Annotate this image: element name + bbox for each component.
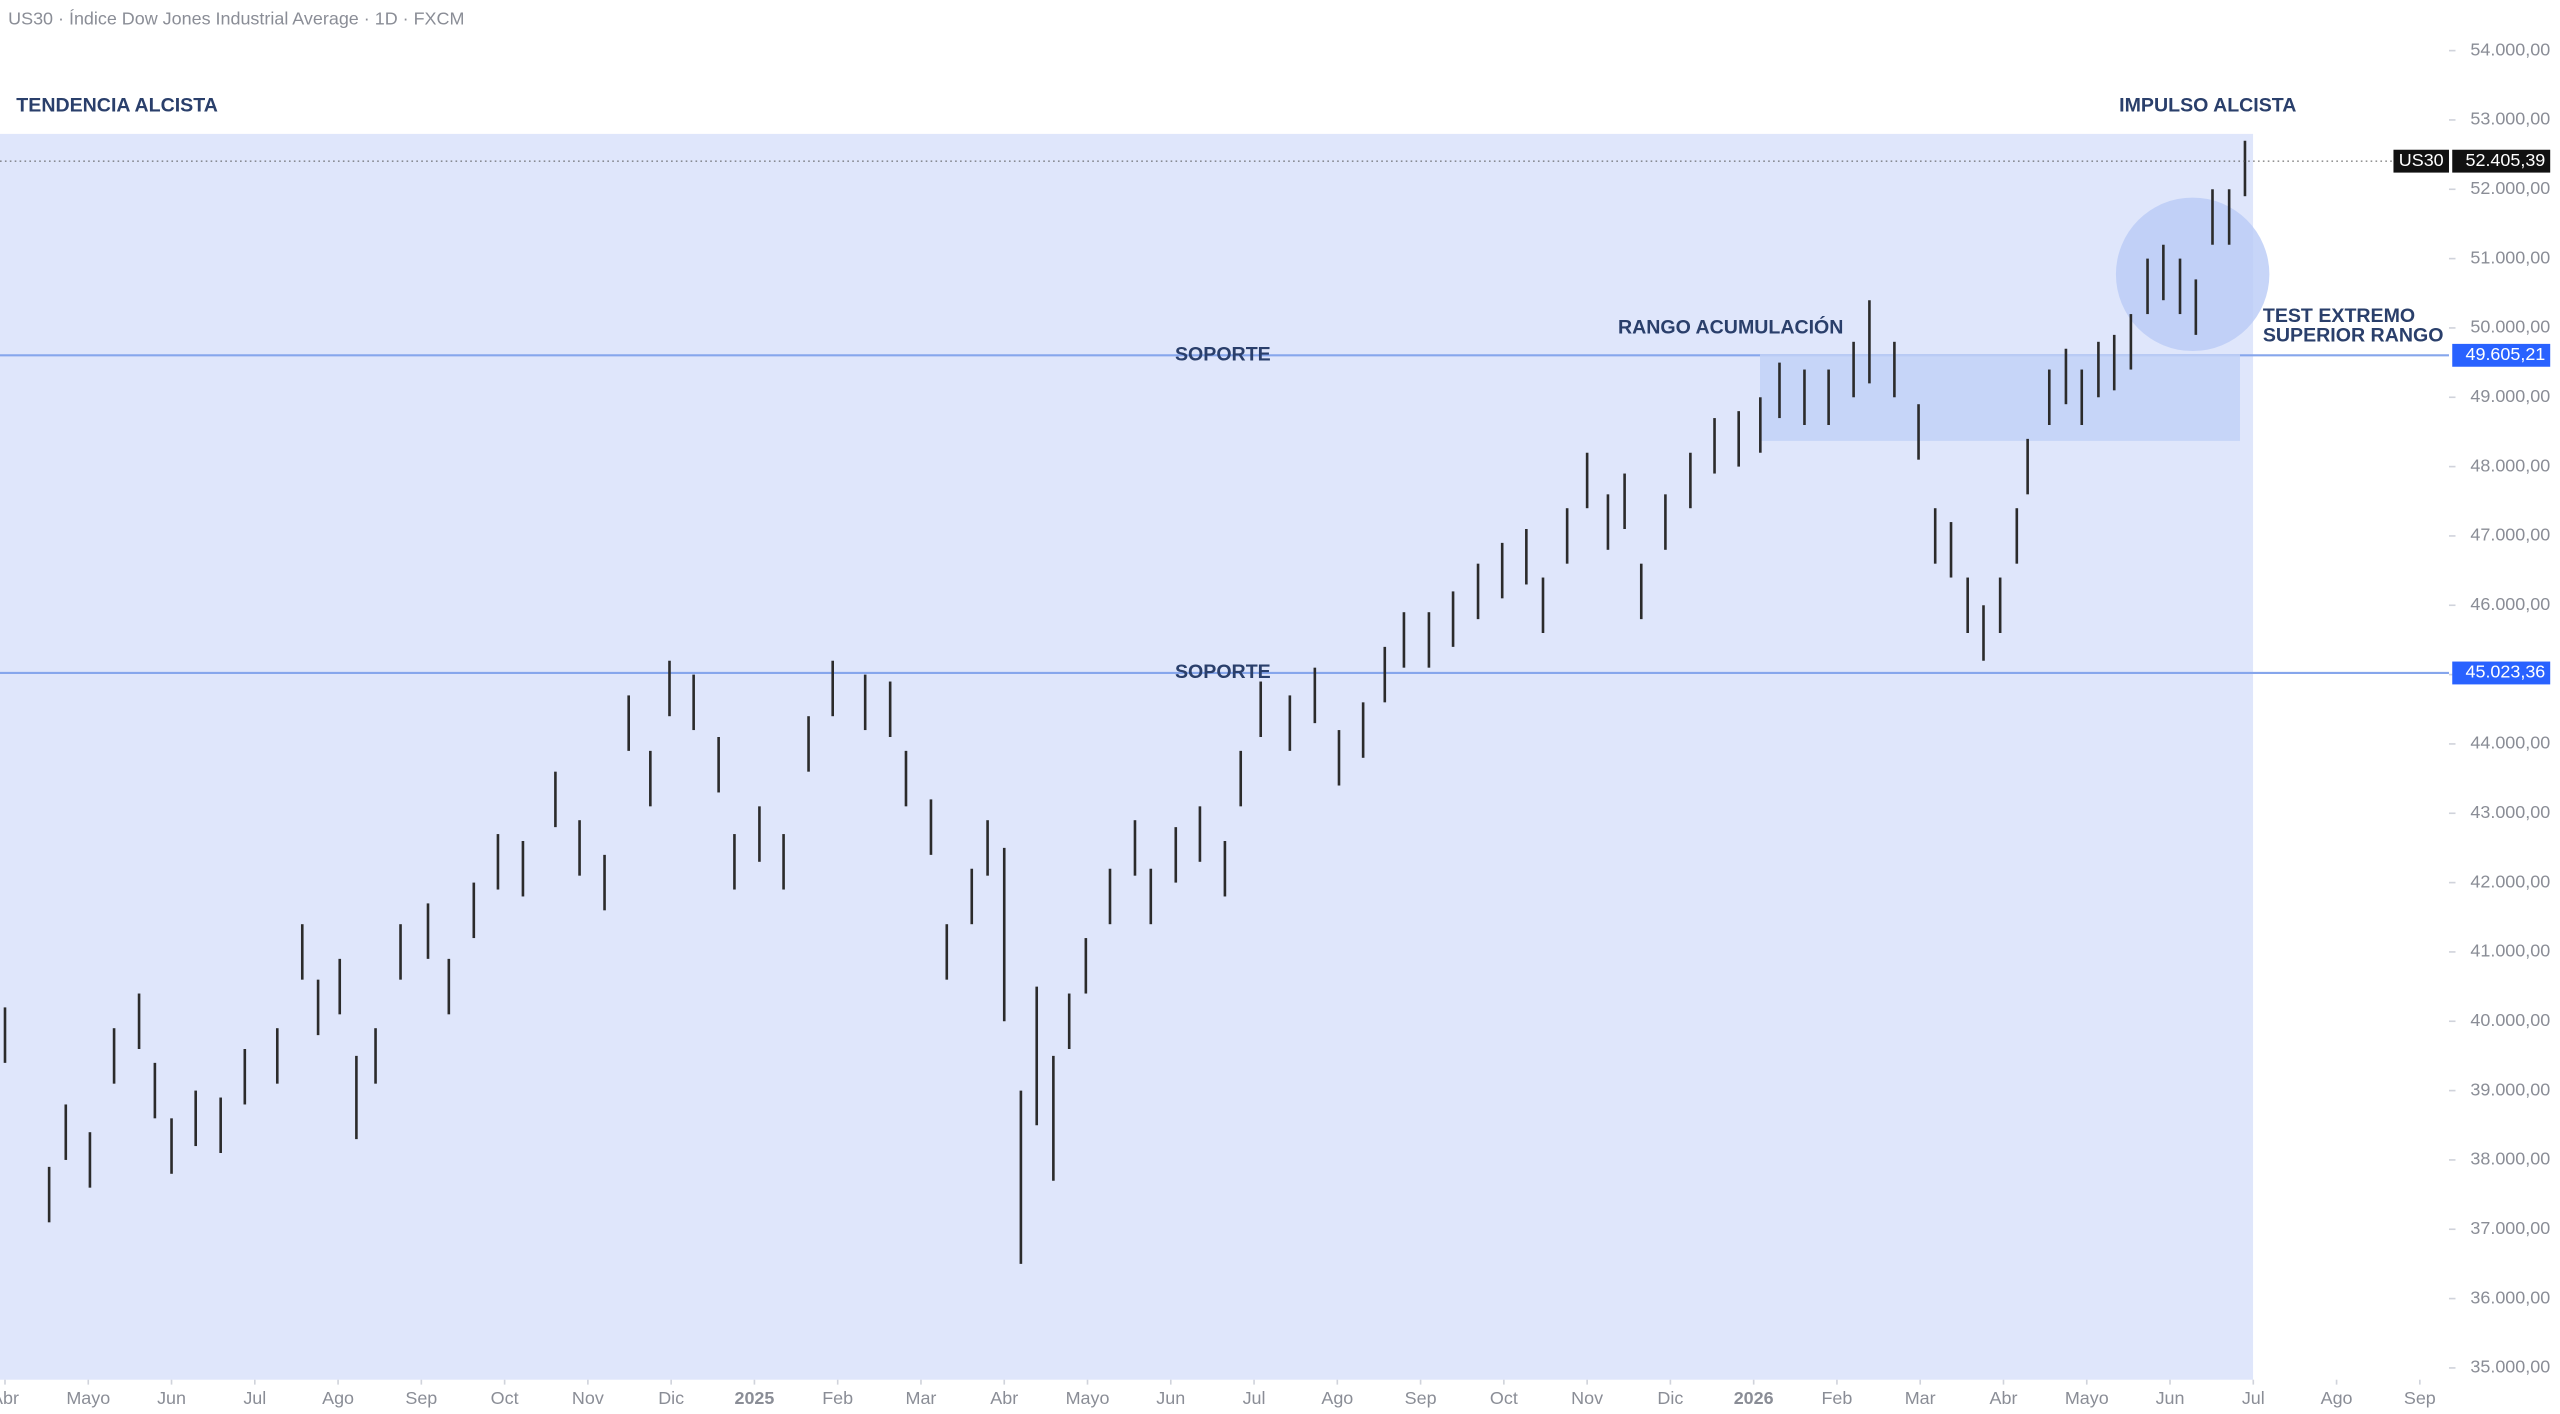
x-tick-label: Oct — [491, 1388, 519, 1408]
x-tick-label: Mar — [906, 1388, 937, 1408]
x-tick-label: Jul — [2242, 1388, 2265, 1408]
accumulation-range — [1760, 354, 2240, 441]
x-tick-label: Abr — [990, 1388, 1018, 1408]
annotation: RANGO ACUMULACIÓN — [1618, 314, 1843, 338]
y-tick-label: 38.000,00 — [2470, 1149, 2550, 1169]
x-tick-label: Sep — [2404, 1388, 2436, 1408]
x-tick-label: Mayo — [66, 1388, 110, 1408]
test-circle — [2115, 197, 2270, 352]
x-tick-label: Sep — [405, 1388, 437, 1408]
x-tick-label: 2025 — [734, 1388, 774, 1408]
x-tick-label: Mar — [1905, 1388, 1936, 1408]
y-tick-label: 47.000,00 — [2470, 525, 2550, 545]
trend-zone — [0, 133, 2254, 1380]
annotation: TENDENCIA ALCISTA — [16, 94, 218, 116]
y-tick-label: 39.000,00 — [2470, 1079, 2550, 1099]
y-tick-label: 48.000,00 — [2470, 455, 2550, 475]
y-tick-label: 50.000,00 — [2470, 317, 2550, 337]
y-tick-label: 49.000,00 — [2470, 386, 2550, 406]
y-tick-label: 36.000,00 — [2470, 1287, 2550, 1307]
x-tick-label: Feb — [822, 1388, 853, 1408]
level-price-label: 49.605,21 — [2465, 344, 2545, 364]
background-layer — [0, 49, 2456, 1385]
y-tick-label: 44.000,00 — [2470, 733, 2550, 753]
x-tick-label: 2026 — [1734, 1388, 1774, 1408]
y-tick-label: 43.000,00 — [2470, 802, 2550, 822]
y-tick-label: 53.000,00 — [2470, 109, 2550, 129]
x-tick-label: Nov — [1571, 1388, 1603, 1408]
last-price-label: 52.405,39 — [2465, 150, 2545, 170]
level-price-box — [2452, 343, 2551, 367]
level-price-box — [2452, 661, 2551, 685]
support-label: SOPORTE — [1175, 343, 1271, 365]
last-price-name: US30 — [2399, 150, 2444, 170]
x-tick-label: Ago — [322, 1388, 354, 1408]
y-tick-label: 54.000,00 — [2470, 39, 2550, 59]
x-tick-label: Ago — [2321, 1388, 2353, 1408]
x-tick-label: Jun — [2156, 1388, 2185, 1408]
last-price-name-box — [2393, 149, 2449, 173]
x-tick-label: Jul — [243, 1388, 266, 1408]
x-tick-label: Sep — [1405, 1388, 1437, 1408]
x-tick-label: Dic — [1657, 1388, 1683, 1408]
x-tick-label: Abr — [1990, 1388, 2018, 1408]
x-tick-label: Nov — [572, 1388, 604, 1408]
x-tick-label: Abr — [0, 1388, 19, 1408]
x-tick-label: Mayo — [1066, 1388, 1110, 1408]
annotation: IMPULSO ALCISTA — [2119, 94, 2296, 116]
x-tick-label: Feb — [1821, 1388, 1852, 1408]
y-tick-label: 51.000,00 — [2470, 247, 2550, 267]
x-tick-label: Jun — [157, 1388, 186, 1408]
y-tick-label: 52.000,00 — [2470, 178, 2550, 198]
y-tick-label: 35.000,00 — [2470, 1357, 2550, 1377]
annotation: TEST EXTREMO — [2263, 305, 2415, 327]
support-label: SOPORTE — [1175, 661, 1271, 683]
y-tick-label: 46.000,00 — [2470, 594, 2550, 614]
x-tick-label: Jun — [1156, 1388, 1185, 1408]
x-tick-label: Oct — [1490, 1388, 1518, 1408]
y-tick-label: 42.000,00 — [2470, 871, 2550, 891]
main-layer: 35.000,00 36.000,00 37.000,00 38.000,00 39.0… — [0, 39, 2550, 1408]
annotation: SUPERIOR RANGO — [2263, 325, 2444, 347]
y-tick-label: 37.000,00 — [2470, 1218, 2550, 1238]
last-price-box — [2452, 149, 2551, 173]
y-tick-label: 40.000,00 — [2470, 1010, 2550, 1030]
x-tick-label: Mayo — [2065, 1388, 2109, 1408]
level-price-label: 45.023,36 — [2465, 662, 2545, 682]
y-tick-label: 41.000,00 — [2470, 941, 2550, 961]
x-tick-label: Ago — [1321, 1388, 1353, 1408]
x-tick-label: Dic — [658, 1388, 684, 1408]
x-tick-label: Jul — [1243, 1388, 1266, 1408]
chart-title: US30 · Índice Dow Jones Industrial Avera… — [8, 8, 464, 28]
